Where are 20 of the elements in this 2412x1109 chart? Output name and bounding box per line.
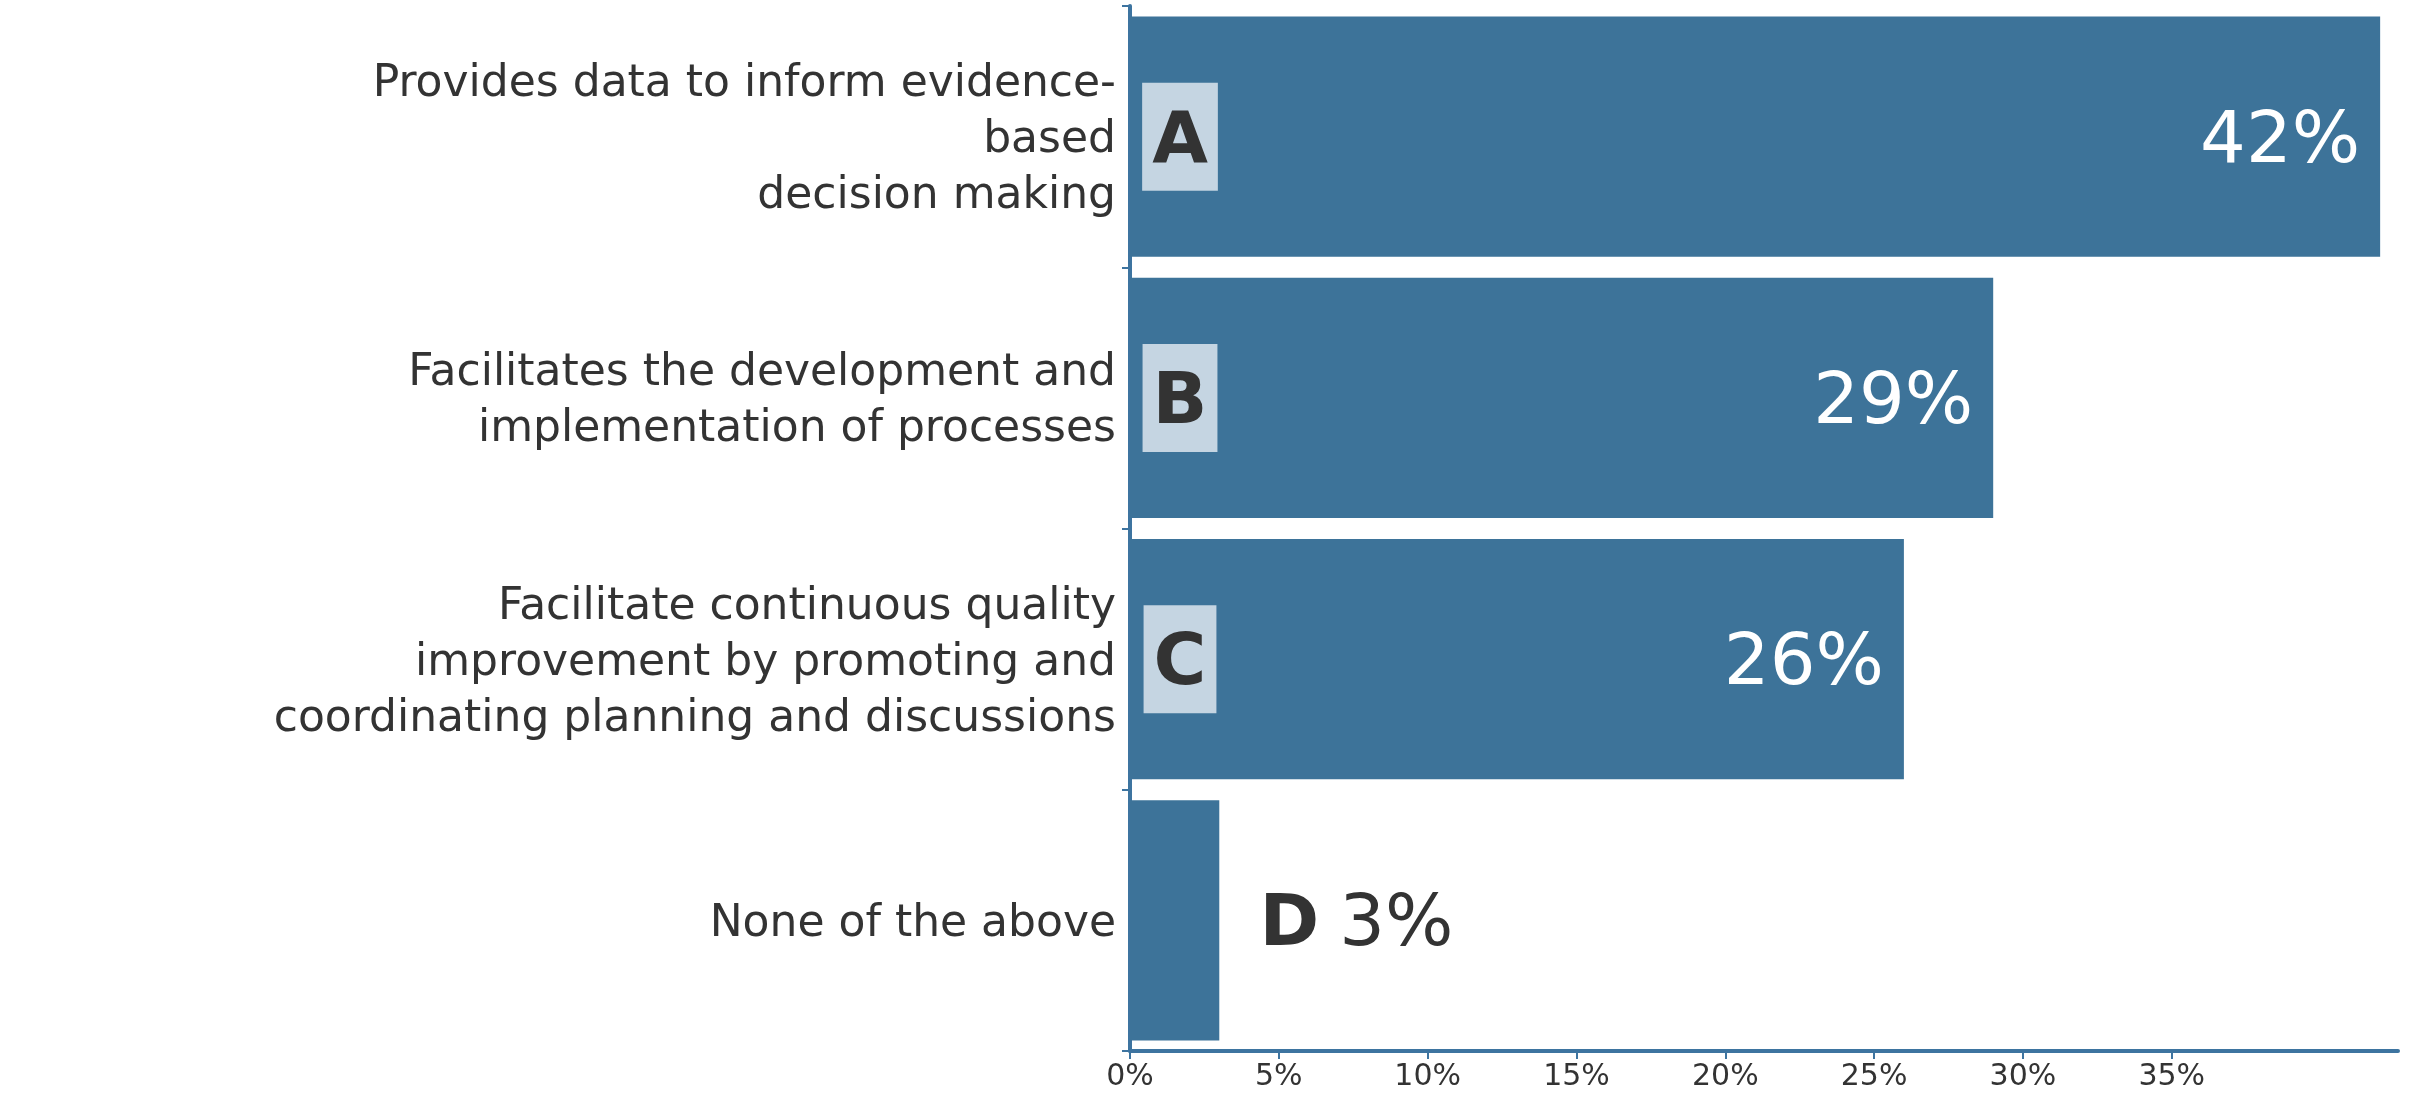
- y-tick-label: Facilitate continuous quality improvement by promoting and coordinating planning and discussions: [273, 577, 1116, 741]
- data-label: 26%: [1723, 617, 1884, 702]
- annotation: A: [1152, 94, 1209, 179]
- data-label: 42%: [2200, 94, 2361, 179]
- x-tick-label: 15%: [1543, 1056, 1610, 1092]
- x-tick-label: 10%: [1394, 1056, 1461, 1092]
- y-tick-label: Facilitates the development and implementation of processes: [408, 344, 1116, 452]
- data-label: 3%: [1339, 878, 1454, 963]
- data-label: 29%: [1813, 355, 1974, 440]
- x-tick-label: 20%: [1691, 1056, 1759, 1092]
- x-tick-label: 35%: [2138, 1056, 2206, 1092]
- annotation: C: [1153, 617, 1207, 702]
- annotation: D: [1259, 878, 1320, 963]
- y-tick-label: Provides data to inform evidence-based decision making: [372, 55, 1116, 219]
- y-tick-label: None of the above: [709, 894, 1116, 946]
- x-tick-label: 5%: [1255, 1056, 1303, 1092]
- x-tick-label: 0%: [1106, 1056, 1154, 1092]
- annotation: B: [1152, 355, 1208, 440]
- x-tick-label: 30%: [1989, 1056, 2057, 1092]
- x-tick-label: 25%: [1840, 1056, 1908, 1092]
